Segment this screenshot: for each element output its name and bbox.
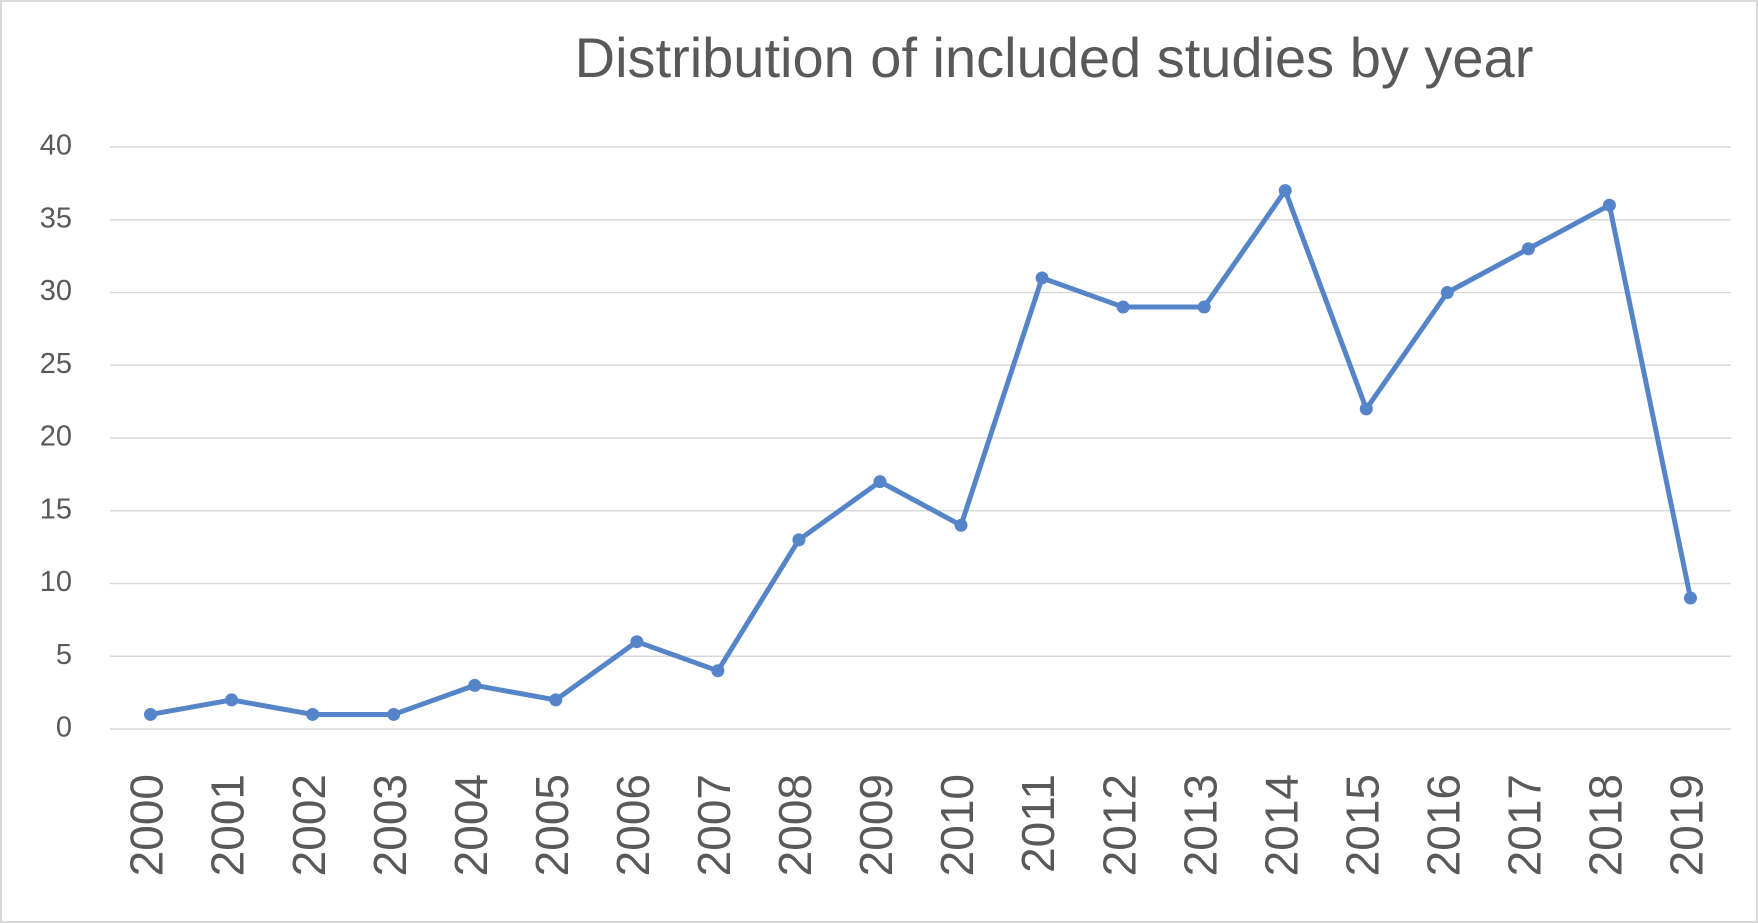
x-tick-label: 2016 [1417,774,1469,876]
x-tick-label: 2018 [1580,774,1632,876]
y-tick-label: 25 [40,348,72,380]
x-tick-label: 2014 [1255,774,1307,876]
data-point [468,678,482,692]
x-tick-label: 2019 [1661,774,1713,876]
data-point [1197,300,1211,314]
y-tick-label: 35 [40,202,72,234]
x-tick-label: 2011 [1012,774,1064,873]
y-tick-label: 20 [40,421,72,453]
x-tick-label: 2017 [1499,774,1551,876]
y-tick-label: 0 [56,712,72,744]
data-point [1278,184,1292,198]
x-tick-label: 2005 [526,774,578,876]
x-tick-label: 2000 [121,774,173,876]
data-point [954,518,968,532]
x-tick-label: 2001 [202,774,254,876]
x-tick-label: 2009 [850,774,902,876]
x-tick-label: 2002 [283,774,335,876]
x-tick-label: 2004 [445,774,497,876]
data-point [306,707,320,721]
data-point [630,635,644,649]
data-point [387,707,401,721]
data-point [792,533,806,547]
data-point [1440,286,1454,299]
x-tick-label: 2003 [364,774,416,876]
y-tick-label: 30 [40,275,72,307]
x-tick-label: 2008 [769,774,821,876]
x-tick-label: 2007 [688,774,740,876]
data-point [1683,591,1697,605]
x-tick-label: 2006 [607,774,659,876]
data-point [1035,271,1049,285]
x-tick-label: 2013 [1174,774,1226,876]
data-point [144,707,158,721]
x-tick-label: 2012 [1093,774,1145,876]
y-tick-label: 10 [40,566,72,598]
data-line [150,188,1693,717]
data-point [1359,402,1373,416]
chart-title: Distribution of included studies by year [575,26,1534,89]
y-tick-label: 5 [56,639,72,671]
data-point [225,693,239,707]
y-tick-label: 40 [40,130,72,162]
data-point [711,664,725,678]
data-point [1521,242,1535,256]
data-point [1116,300,1130,314]
data-point [1602,198,1616,212]
x-tick-label: 2010 [931,774,983,876]
data-point [549,693,563,707]
data-point [873,475,887,489]
x-tick-label: 2015 [1336,774,1388,876]
y-tick-label: 15 [40,493,72,525]
